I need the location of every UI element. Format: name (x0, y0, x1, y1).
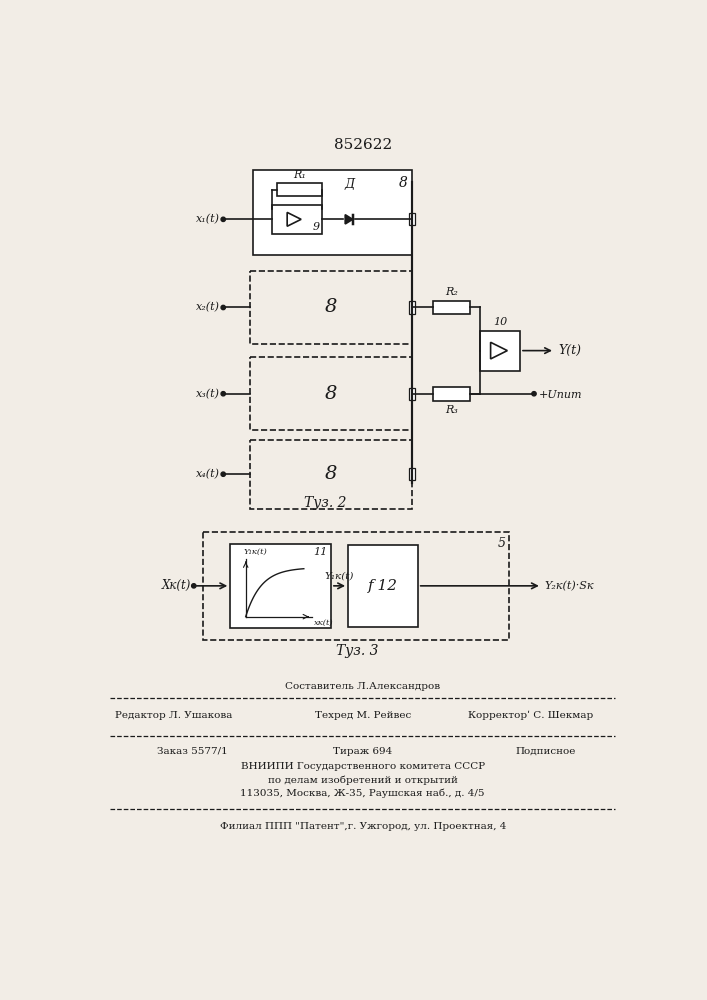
Bar (250, 440, 412, 509)
Text: 5: 5 (498, 537, 506, 550)
Text: x₃(t): x₃(t) (196, 389, 220, 399)
Text: Y₂к(t)·Sк: Y₂к(t)·Sк (545, 581, 595, 591)
Text: по делам изобретений и открытий: по делам изобретений и открытий (268, 775, 457, 785)
Bar (409, 301, 416, 314)
Text: x₂(t): x₂(t) (196, 302, 220, 313)
Bar (230, 544, 331, 628)
Text: Xк(t): Xк(t) (161, 579, 191, 592)
Text: x₁(t): x₁(t) (196, 214, 220, 224)
Bar (433, 301, 470, 314)
Text: Y(t): Y(t) (558, 344, 581, 357)
Text: +Uпит: +Uпит (539, 390, 582, 400)
Text: Филиал ППП "Патент",г. Ужгород, ул. Проектная, 4: Филиал ППП "Патент",г. Ужгород, ул. Прое… (220, 822, 506, 831)
Text: Τуз. 2: Τуз. 2 (303, 496, 346, 510)
Text: Тираж 694: Тираж 694 (333, 747, 392, 756)
Text: R₃: R₃ (445, 405, 458, 415)
Text: x₄(t): x₄(t) (196, 469, 220, 479)
Circle shape (221, 217, 226, 221)
Text: Техред М. Рейвес: Техред М. Рейвес (315, 711, 411, 720)
Bar (203, 532, 509, 640)
Text: Редактор Л. Ушакова: Редактор Л. Ушакова (115, 711, 233, 720)
Text: 8: 8 (325, 465, 337, 483)
Text: R₁: R₁ (293, 170, 306, 180)
Text: 113035, Москва, Ж-35, Раушская наб., д. 4/5: 113035, Москва, Ж-35, Раушская наб., д. … (240, 788, 485, 798)
Text: 8: 8 (325, 298, 337, 316)
Text: Τуз. 3: Τуз. 3 (336, 644, 378, 658)
Circle shape (221, 472, 226, 476)
Bar (348, 545, 418, 627)
Text: 10: 10 (493, 317, 507, 327)
Bar (250, 357, 412, 430)
Text: xк(t): xк(t) (314, 619, 334, 627)
Bar (272, 205, 322, 234)
Polygon shape (345, 215, 353, 224)
Text: Заказ 5577/1: Заказ 5577/1 (156, 747, 228, 756)
Circle shape (221, 305, 226, 310)
Circle shape (532, 392, 536, 396)
Text: 11: 11 (314, 547, 328, 557)
Circle shape (192, 584, 196, 588)
Bar (250, 271, 412, 344)
Text: ВНИИПИ Государственного комитета СССР: ВНИИПИ Государственного комитета СССР (240, 762, 485, 771)
Text: Составитель Л.Александров: Составитель Л.Александров (285, 682, 440, 691)
Bar (409, 213, 416, 225)
Circle shape (221, 392, 226, 396)
Text: Д: Д (344, 178, 355, 191)
Text: Y₁к(t): Y₁к(t) (243, 548, 267, 556)
Bar (253, 170, 412, 255)
Text: f 12: f 12 (368, 579, 398, 593)
Text: 8: 8 (399, 176, 408, 190)
Bar (480, 331, 520, 371)
Text: Y₁к(t): Y₁к(t) (325, 571, 354, 580)
Text: R₂: R₂ (445, 287, 458, 297)
Text: 9: 9 (313, 222, 320, 232)
Text: Подписное: Подписное (515, 747, 575, 756)
Text: 8: 8 (325, 385, 337, 403)
Bar (277, 183, 322, 196)
Text: 852622: 852622 (334, 138, 392, 152)
Text: Корректорʹ С. Шекмар: Корректорʹ С. Шекмар (467, 711, 592, 720)
Bar (409, 468, 416, 480)
Bar (409, 388, 416, 400)
Bar (433, 387, 470, 401)
